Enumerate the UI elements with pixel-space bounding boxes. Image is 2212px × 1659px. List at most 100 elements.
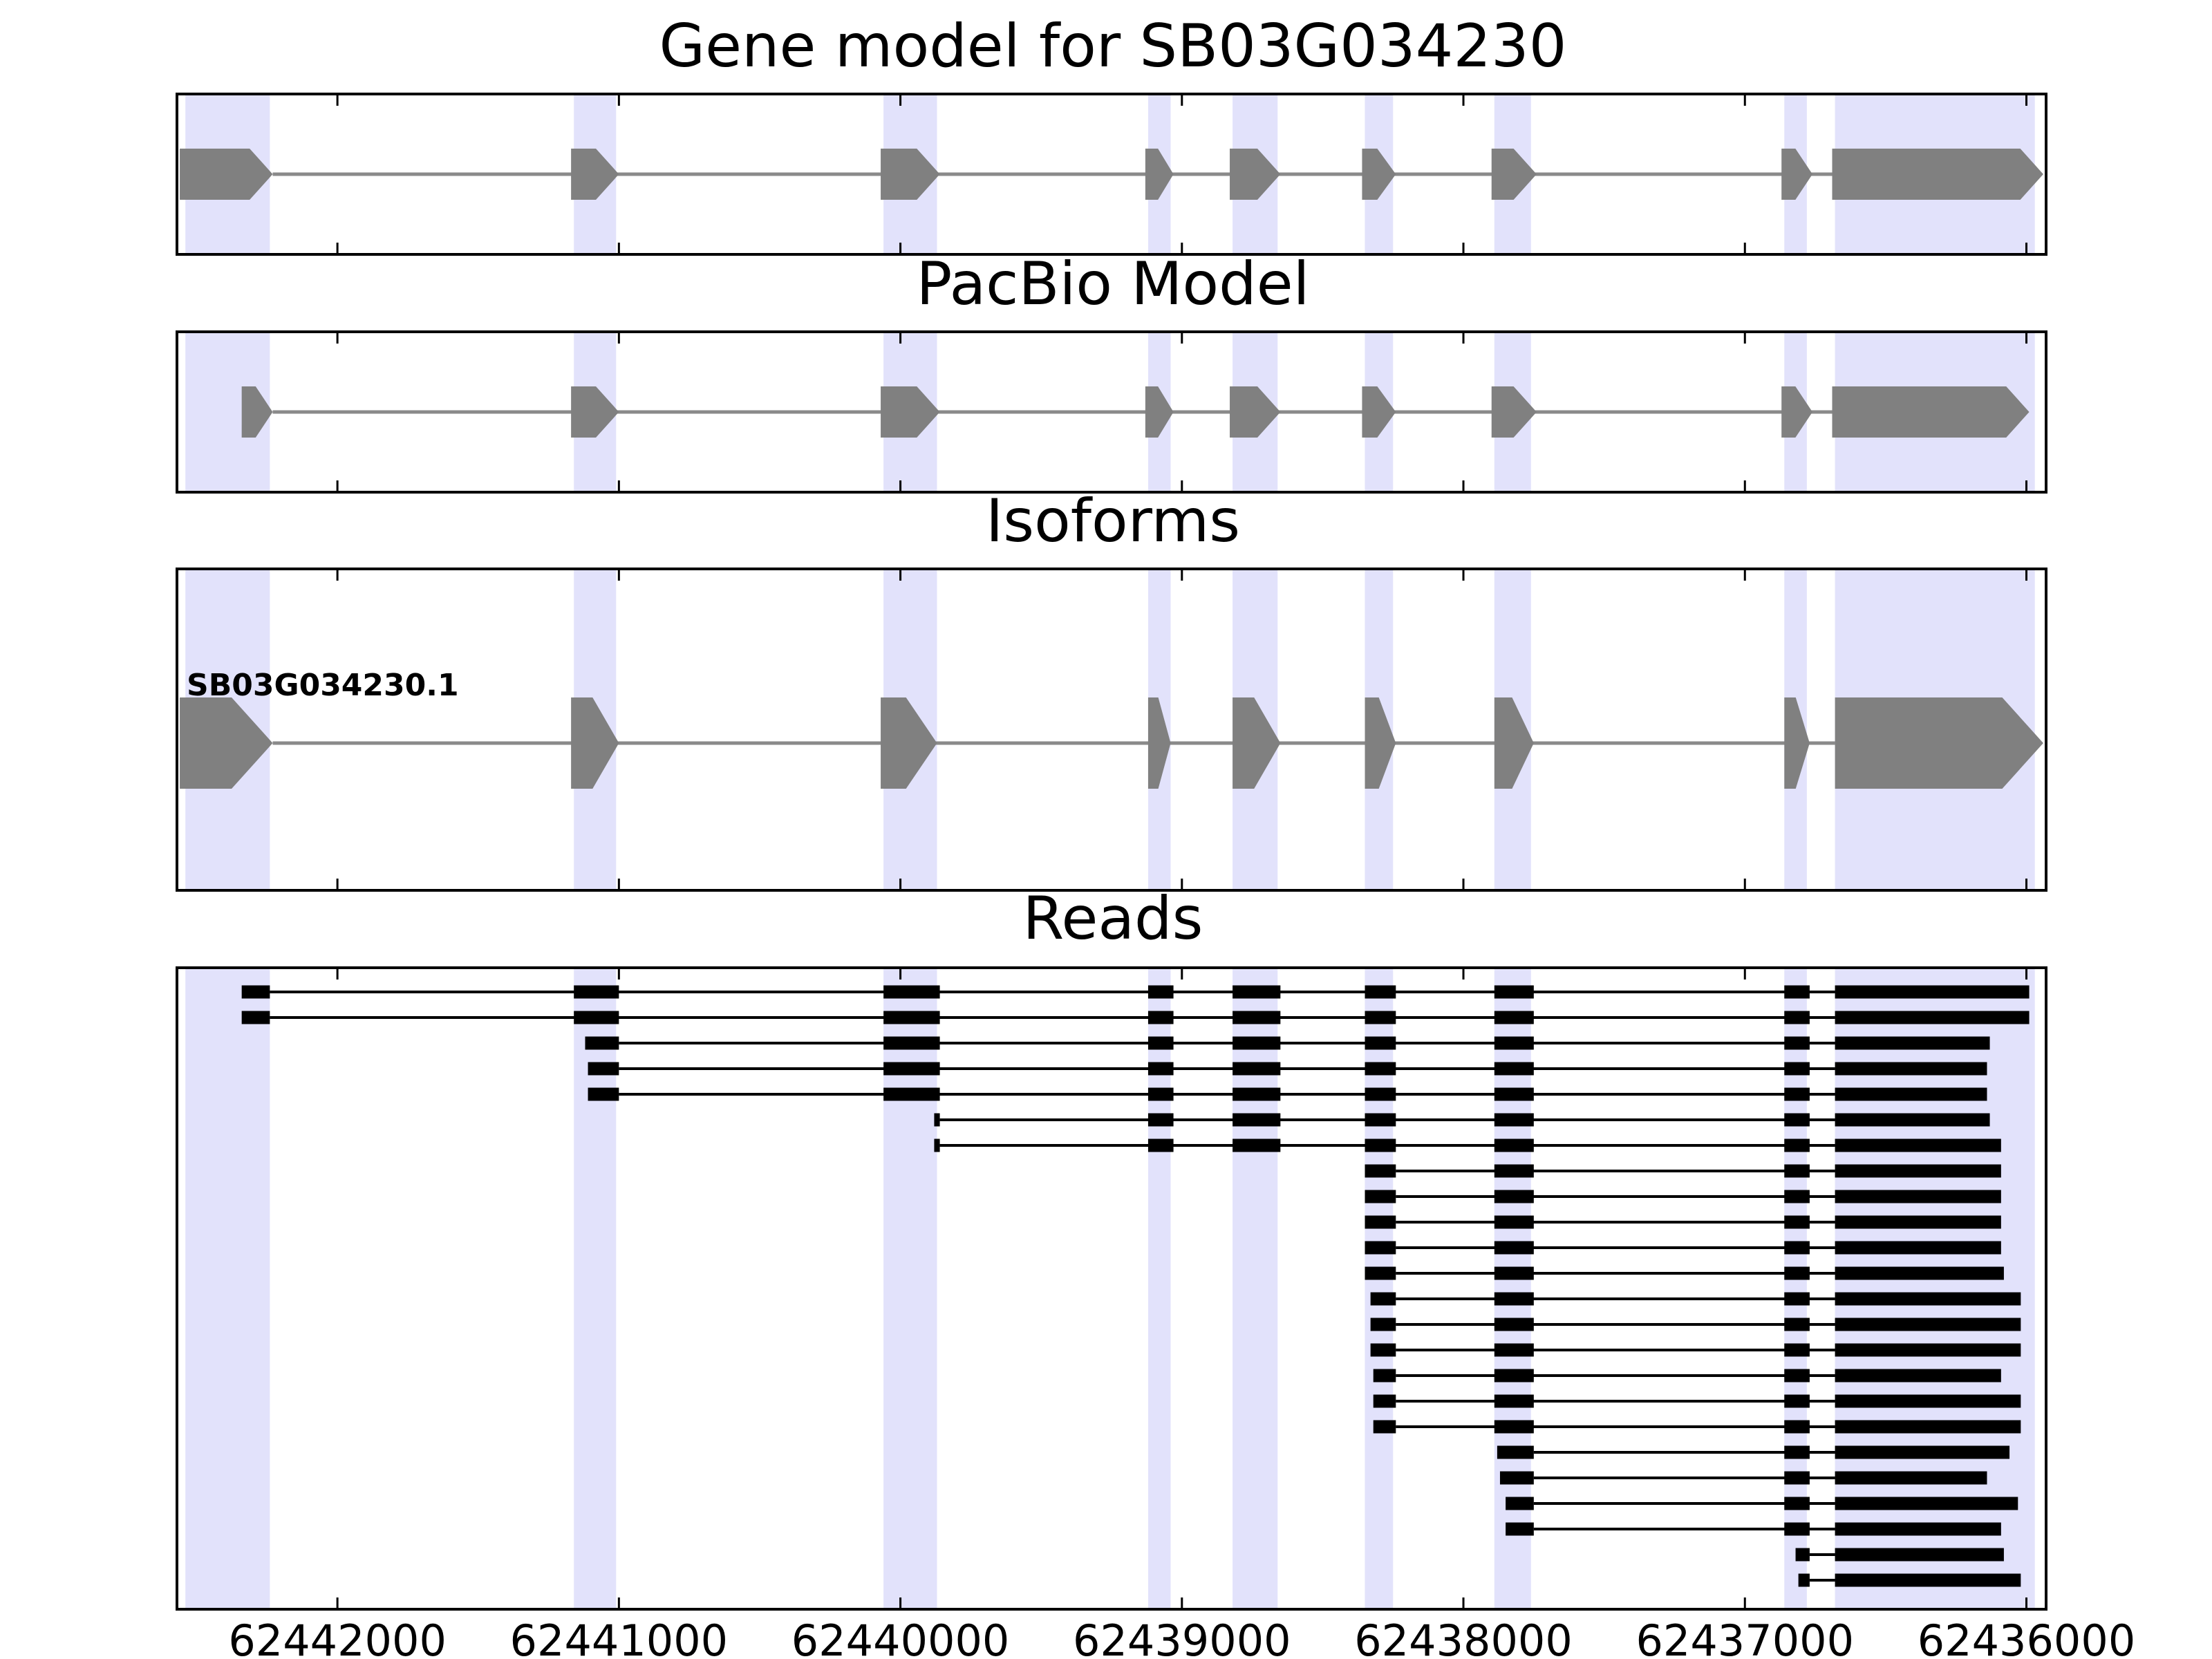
read-exon-block <box>1784 1138 1810 1152</box>
panel-gene-model: Gene model for SB03G034230 <box>176 12 2047 256</box>
read-exon-block <box>1835 1522 2001 1536</box>
exon-arrow <box>1145 386 1174 438</box>
read-exon-block <box>1365 1190 1396 1203</box>
read-exon-block <box>883 1087 940 1101</box>
read-exon-block <box>585 1036 619 1050</box>
read-exon-block <box>1835 1113 1990 1127</box>
read-exon-block <box>1370 1343 1396 1357</box>
read-exon-block <box>1232 1036 1281 1050</box>
x-tick-label: 62437000 <box>1635 1615 1854 1659</box>
read-exon-block <box>588 1087 619 1101</box>
plot-area-reads <box>176 966 2047 1611</box>
read-exon-block <box>1494 1138 1534 1152</box>
read-exon-block <box>883 1062 940 1076</box>
read-exon-block <box>1365 1062 1396 1076</box>
read-exon-block <box>1784 1343 1810 1357</box>
exon-arrow <box>1494 697 1534 789</box>
read-exon-block <box>1784 1318 1810 1331</box>
read-exon-block <box>1784 1113 1810 1127</box>
read-exon-block <box>1494 1318 1534 1331</box>
read-exon-block <box>1835 1190 2001 1203</box>
exon-region-band <box>185 968 270 1609</box>
read-exon-block <box>1784 1420 1810 1434</box>
read-exon-block <box>1373 1394 1396 1408</box>
read-exon-block <box>1365 1241 1396 1255</box>
read-exon-block <box>1784 1266 1810 1280</box>
read-exon-block <box>1232 1113 1281 1127</box>
read-exon-block <box>1494 1394 1534 1408</box>
read-exon-block <box>1494 1011 1534 1024</box>
read-exon-block <box>1494 1087 1534 1101</box>
read-exon-block <box>1784 1292 1810 1306</box>
read-exon-block <box>1784 1522 1810 1536</box>
read-exon-block <box>1147 1036 1174 1050</box>
read-exon-block <box>1494 1343 1534 1357</box>
exon-arrow <box>571 697 619 789</box>
read-exon-block <box>1365 1011 1396 1024</box>
read-exon-block <box>1373 1420 1396 1434</box>
read-exon-block <box>1784 985 1810 999</box>
read-exon-block <box>1494 985 1534 999</box>
panel-isoforms: Isoforms SB03G034230.1 <box>176 487 2047 892</box>
read-exon-block <box>1494 1215 1534 1229</box>
exon-arrow <box>1784 697 1810 789</box>
x-tick-label: 62442000 <box>228 1615 447 1659</box>
read-exon-block <box>588 1062 619 1076</box>
read-exon-block <box>1835 1471 1987 1485</box>
panel-frame <box>176 330 2047 494</box>
exon-arrow <box>1362 149 1396 200</box>
read-exon-block <box>1835 1164 2001 1178</box>
read-exon-block <box>1232 1138 1281 1152</box>
read-exon-block <box>1835 985 2030 999</box>
x-tick-label: 62438000 <box>1354 1615 1573 1659</box>
panel-frame <box>176 568 2047 892</box>
read-exon-block <box>1370 1292 1396 1306</box>
exon-arrow <box>881 386 940 438</box>
exon-arrow <box>241 386 273 438</box>
read-exon-block <box>1373 1369 1396 1382</box>
x-axis-tick-labels: 62442000 62441000 62440000 62439000 62438000… <box>228 1615 2135 1659</box>
read-exon-block <box>1232 1087 1281 1101</box>
read-exon-block <box>1835 1573 2021 1587</box>
read-exon-block <box>1365 1138 1396 1152</box>
read-exon-block <box>1494 1164 1534 1178</box>
read-exon-block <box>1835 1420 2021 1434</box>
read-exon-block <box>1147 985 1174 999</box>
read-exon-block <box>1784 1497 1810 1510</box>
read-exon-block <box>1365 1164 1396 1178</box>
read-exon-block <box>883 985 940 999</box>
panel-title-reads: Reads <box>1023 884 1203 953</box>
exon-arrow <box>1832 386 2030 438</box>
read-exon-block <box>1784 1445 1810 1459</box>
read-exon-block <box>1232 1062 1281 1076</box>
read-exon-block <box>1835 1343 2021 1357</box>
read-exon-block <box>1365 1266 1396 1280</box>
exon-arrow <box>1781 386 1812 438</box>
panel-frame <box>176 966 2047 1611</box>
exon-arrow <box>1781 149 1812 200</box>
read-exon-block <box>1784 1471 1810 1485</box>
read-exon-block <box>574 985 619 999</box>
exon-arrow <box>1145 149 1174 200</box>
read-exon-block <box>1798 1573 1810 1587</box>
read-exon-block <box>1494 1036 1534 1050</box>
isoform-label: SB03G034230.1 <box>187 668 459 703</box>
exon-arrow <box>180 149 273 200</box>
plot-area-gene-model <box>176 93 2047 256</box>
exon-arrow <box>1365 697 1396 789</box>
read-exon-block <box>883 1011 940 1024</box>
exon-arrow <box>1147 697 1171 789</box>
plot-area-isoforms: SB03G034230.1 <box>176 568 2047 892</box>
read-exon-block <box>1494 1062 1534 1076</box>
exon-arrow <box>571 386 619 438</box>
read-exon-block <box>1494 1420 1534 1434</box>
exon-arrow <box>1230 149 1281 200</box>
read-exon-block <box>1835 1292 2021 1306</box>
read-exon-block <box>1784 1215 1810 1229</box>
read-exon-block <box>1494 1190 1534 1203</box>
read-exon-block <box>1365 1087 1396 1101</box>
exon-arrow <box>1491 149 1537 200</box>
exon-arrow <box>1491 386 1537 438</box>
read-exon-block <box>1232 985 1281 999</box>
